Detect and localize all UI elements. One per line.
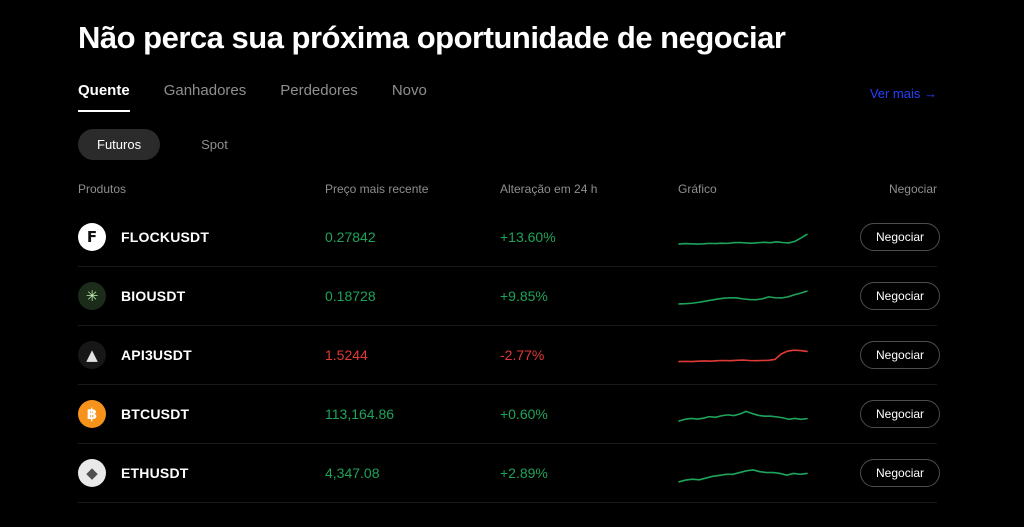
price-sparkline	[678, 224, 860, 250]
product-cell: ◆ ETHUSDT	[78, 459, 325, 487]
price-value: 113,164.86	[325, 406, 395, 422]
change-24h: +13.60%	[500, 229, 556, 245]
price-value: 0.18728	[325, 288, 376, 304]
tab-perdedores[interactable]: Perdedores	[280, 82, 358, 99]
header-alteracao: Alteração em 24 h	[500, 182, 598, 196]
tab-novo[interactable]: Novo	[391, 82, 427, 99]
change-24h: +2.89%	[500, 465, 548, 481]
price-sparkline	[678, 342, 860, 368]
table-header-row: Produtos Preço mais recente Alteração em…	[78, 174, 937, 208]
table-row[interactable]: ✳ BIOUSDT 0.18728 +9.85% Negociar	[78, 267, 941, 326]
negociar-button[interactable]: Negociar	[860, 341, 941, 369]
page-title: Não perca sua próxima oportunidade de ne…	[78, 20, 786, 55]
product-cell: ✳ BIOUSDT	[78, 282, 325, 310]
market-tabs: Quente Ganhadores Perdedores Novo Ver ma…	[78, 82, 937, 112]
price-sparkline	[678, 401, 860, 427]
market-type-toggle: Futuros Spot	[78, 129, 937, 160]
price-sparkline	[678, 283, 860, 309]
header-preco: Preço mais recente	[325, 182, 429, 196]
product-cell: ฿ BTCUSDT	[78, 400, 325, 428]
header-produtos: Produtos	[78, 182, 127, 196]
change-24h: +0.60%	[500, 406, 548, 422]
price-value: 4,347.08	[325, 465, 380, 481]
header-grafico: Gráfico	[678, 182, 717, 196]
product-cell: ▲ API3USDT	[78, 341, 325, 369]
product-symbol: API3USDT	[121, 347, 192, 363]
bio-coin-icon: ✳	[78, 282, 106, 310]
negociar-button[interactable]: Negociar	[860, 459, 941, 487]
tab-ganhadores[interactable]: Ganhadores	[163, 82, 247, 99]
tab-quente[interactable]: Quente	[78, 82, 130, 112]
api3-coin-icon: ▲	[78, 341, 106, 369]
product-symbol: BIOUSDT	[121, 288, 186, 304]
flock-coin-icon: F	[78, 223, 106, 251]
product-symbol: FLOCKUSDT	[121, 229, 210, 245]
negociar-button[interactable]: Negociar	[860, 282, 941, 310]
table-row[interactable]: ▲ API3USDT 1.5244 -2.77% Negociar	[78, 326, 941, 385]
negociar-button[interactable]: Negociar	[860, 400, 941, 428]
market-overview-section: Não perca sua próxima oportunidade de ne…	[78, 20, 941, 503]
table-row[interactable]: ◆ ETHUSDT 4,347.08 +2.89% Negociar	[78, 444, 941, 503]
header-negociar: Negociar	[888, 182, 937, 196]
market-table: Produtos Preço mais recente Alteração em…	[78, 174, 941, 503]
negociar-button[interactable]: Negociar	[860, 223, 941, 251]
table-row[interactable]: F FLOCKUSDT 0.27842 +13.60% Negociar	[78, 208, 941, 267]
table-row[interactable]: ฿ BTCUSDT 113,164.86 +0.60% Negociar	[78, 385, 941, 444]
change-24h: -2.77%	[500, 347, 545, 363]
btc-coin-icon: ฿	[78, 400, 106, 428]
product-symbol: BTCUSDT	[121, 406, 190, 422]
price-value: 1.5244	[325, 347, 368, 363]
futuros-toggle[interactable]: Futuros	[78, 129, 161, 160]
price-value: 0.27842	[325, 229, 376, 245]
ver-mais-link[interactable]: Ver mais →	[869, 86, 937, 101]
price-sparkline	[678, 460, 860, 486]
product-cell: F FLOCKUSDT	[78, 223, 325, 251]
change-24h: +9.85%	[500, 288, 548, 304]
spot-toggle[interactable]: Spot	[201, 137, 228, 152]
product-symbol: ETHUSDT	[121, 465, 189, 481]
eth-coin-icon: ◆	[78, 459, 106, 487]
